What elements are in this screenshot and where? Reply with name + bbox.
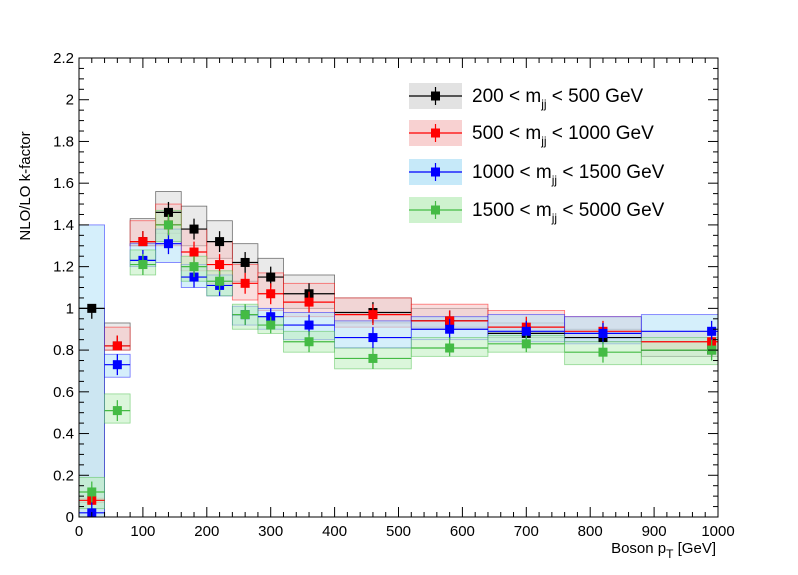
marker-series-4-point-2 bbox=[112, 406, 122, 416]
marker-series-1-point-6 bbox=[215, 237, 225, 247]
marker-series-4-point-7 bbox=[240, 310, 250, 320]
marker-series-3-point-4 bbox=[163, 239, 173, 249]
marker-series-2-point-5 bbox=[189, 247, 199, 257]
y-tick-label: 1 bbox=[66, 300, 74, 317]
y-tick-label: 1.2 bbox=[53, 259, 74, 276]
x-tick-label: 100 bbox=[130, 523, 155, 540]
marker-series-4-point-9 bbox=[304, 337, 314, 347]
marker-series-2-point-2 bbox=[112, 341, 122, 351]
marker-series-3-point-9 bbox=[304, 320, 314, 330]
marker-series-3-point-14 bbox=[707, 326, 717, 336]
marker-series-2-point-9 bbox=[304, 297, 314, 307]
y-axis-title: NLO/LO k-factor bbox=[17, 131, 34, 240]
marker-series-2-point-10 bbox=[368, 310, 378, 320]
y-tick-label: 1.4 bbox=[53, 217, 74, 234]
marker-series-4-point-11 bbox=[445, 343, 455, 353]
y-tick-label: 0 bbox=[66, 509, 74, 526]
marker-series-3-point-13 bbox=[598, 328, 608, 338]
legend-marker-3 bbox=[431, 167, 440, 177]
y-tick-label: 0.8 bbox=[53, 342, 74, 359]
y-tick-label: 2.2 bbox=[53, 50, 74, 67]
marker-series-1-point-1 bbox=[87, 303, 97, 313]
x-tick-label: 500 bbox=[386, 523, 411, 540]
x-tick-label: 800 bbox=[578, 523, 603, 540]
x-tick-label: 900 bbox=[642, 523, 667, 540]
marker-series-1-point-4 bbox=[163, 207, 173, 217]
marker-series-1-point-7 bbox=[240, 257, 250, 267]
marker-series-3-point-12 bbox=[521, 326, 531, 336]
x-tick-label: 400 bbox=[322, 523, 347, 540]
marker-series-2-point-8 bbox=[266, 289, 276, 299]
marker-series-4-point-5 bbox=[189, 262, 199, 272]
marker-series-4-point-8 bbox=[266, 320, 276, 330]
legend-label-2: 500 < mjj < 1000 GeV bbox=[472, 123, 654, 148]
x-axis-title: Boson pT [GeV] bbox=[611, 540, 716, 561]
legend-marker-1 bbox=[431, 91, 440, 101]
marker-series-2-point-7 bbox=[240, 278, 250, 288]
x-tick-label: 600 bbox=[450, 523, 475, 540]
x-tick-label: 1000 bbox=[701, 523, 734, 540]
marker-series-3-point-10 bbox=[368, 333, 378, 343]
marker-series-4-point-6 bbox=[215, 276, 225, 286]
legend-label-3: 1000 < mjj < 1500 GeV bbox=[472, 162, 665, 187]
legend-marker-4 bbox=[431, 205, 440, 215]
marker-series-4-point-1 bbox=[87, 487, 97, 497]
axis-ticks bbox=[78, 57, 719, 518]
marker-series-3-point-11 bbox=[445, 324, 455, 334]
y-tick-label: 1.6 bbox=[53, 175, 74, 192]
tick-labels: 0 100 200 300 400 500 600 700 800 900 1000 0 0.2 0.4 0… bbox=[53, 50, 735, 540]
x-tick-label: 700 bbox=[514, 523, 539, 540]
legend-marker-2 bbox=[431, 128, 440, 138]
marker-series-4-point-13 bbox=[598, 347, 608, 357]
legend-label-1: 200 < mjj < 500 GeV bbox=[472, 86, 644, 111]
legend-label-4: 1500 < mjj < 5000 GeV bbox=[472, 200, 665, 225]
marker-series-3-point-2 bbox=[112, 360, 122, 370]
y-tick-label: 2 bbox=[66, 92, 74, 109]
x-tick-label: 0 bbox=[75, 523, 83, 540]
marker-series-1-point-5 bbox=[189, 224, 199, 234]
y-tick-label: 0.4 bbox=[53, 426, 74, 443]
marker-series-2-point-3 bbox=[138, 237, 148, 247]
y-tick-label: 0.2 bbox=[53, 467, 74, 484]
marker-series-2-point-6 bbox=[215, 260, 225, 270]
x-tick-label: 200 bbox=[194, 523, 219, 540]
marker-series-1-point-8 bbox=[266, 272, 276, 282]
marker-series-4-point-4 bbox=[163, 220, 173, 230]
marker-series-4-point-3 bbox=[138, 260, 148, 270]
legend: 200 < mjj < 500 GeV 500 < mjj < 1000 GeV 1… bbox=[409, 83, 665, 225]
y-tick-label: 1.8 bbox=[53, 133, 74, 150]
marker-series-4-point-10 bbox=[368, 353, 378, 363]
x-tick-label: 300 bbox=[258, 523, 283, 540]
y-tick-label: 0.6 bbox=[53, 384, 74, 401]
marker-series-4-point-12 bbox=[521, 339, 531, 349]
